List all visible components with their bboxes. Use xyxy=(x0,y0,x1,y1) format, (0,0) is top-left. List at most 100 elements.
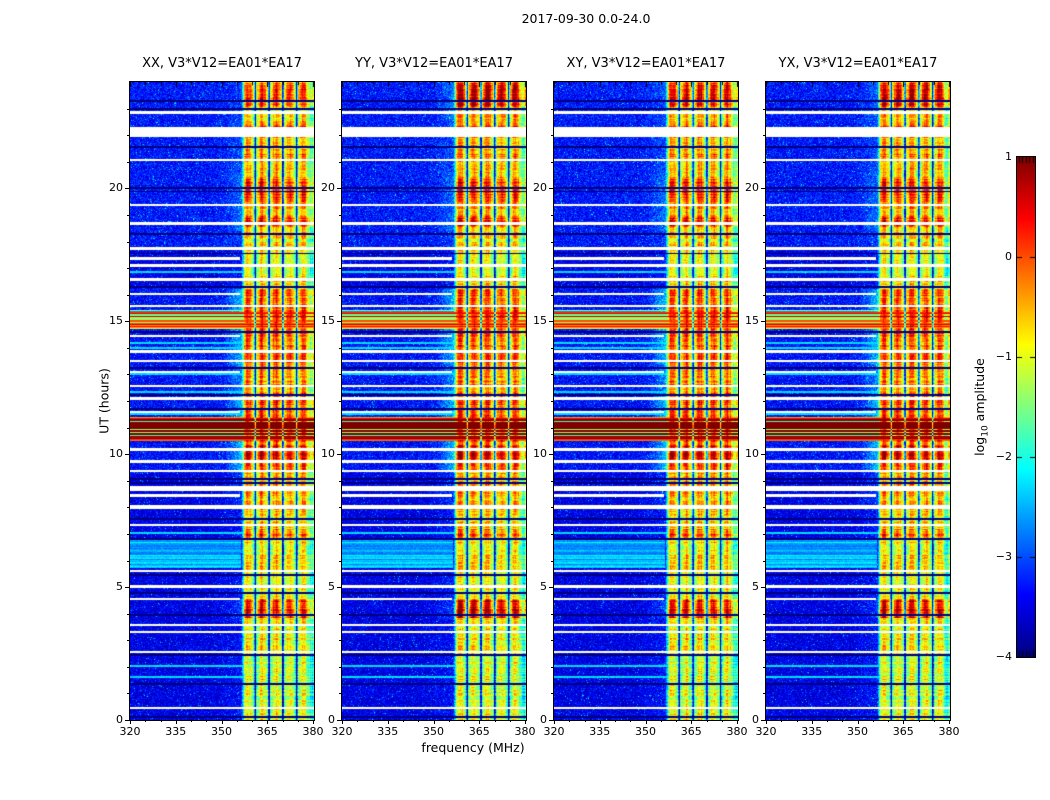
y-tick-label: 20 xyxy=(745,181,759,194)
x-minor-tick-mark xyxy=(509,720,511,722)
y-minor-tick-mark xyxy=(551,242,553,243)
x-minor-tick-mark xyxy=(418,720,420,722)
y-tick-mark xyxy=(337,188,341,189)
x-tick-mark xyxy=(433,720,435,724)
y-minor-tick-mark xyxy=(127,507,129,508)
y-minor-tick-mark xyxy=(127,667,129,668)
spectrogram-panel-xx xyxy=(129,81,315,721)
x-tick-mark xyxy=(903,720,905,724)
x-minor-tick-mark xyxy=(706,720,708,722)
y-tick-label: 10 xyxy=(745,447,759,460)
x-minor-tick-mark xyxy=(372,720,374,722)
y-minor-tick-mark xyxy=(339,135,341,136)
x-minor-tick-mark xyxy=(569,720,571,722)
y-tick-mark xyxy=(337,454,341,455)
x-minor-tick-mark xyxy=(721,720,723,722)
y-minor-tick-mark xyxy=(551,401,553,402)
x-tick-label: 335 xyxy=(377,725,399,738)
x-tick-label: 350 xyxy=(635,725,656,738)
x-minor-tick-mark xyxy=(827,720,828,722)
x-tick-label: 365 xyxy=(892,725,914,738)
panel-title-xy: XY, V3*V12=EA01*EA17 xyxy=(566,56,726,71)
x-tick-label: 335 xyxy=(589,725,611,738)
panel-title-yx: YX, V3*V12=EA01*EA17 xyxy=(778,56,938,71)
y-minor-tick-mark xyxy=(763,215,765,216)
x-tick-label: 365 xyxy=(256,725,278,738)
y-minor-tick-mark xyxy=(763,534,765,535)
y-minor-tick-mark xyxy=(339,534,341,535)
y-tick-mark xyxy=(337,587,341,588)
y-minor-tick-mark xyxy=(551,374,553,375)
spectrogram-canvas-xx xyxy=(130,82,314,720)
x-tick-label: 365 xyxy=(468,725,490,738)
x-minor-tick-mark xyxy=(236,720,238,722)
x-tick-label: 320 xyxy=(543,725,565,738)
y-minor-tick-mark xyxy=(339,428,341,429)
x-minor-tick-mark xyxy=(584,720,586,722)
y-tick-mark xyxy=(125,720,129,721)
x-tick-mark xyxy=(525,720,526,724)
x-tick-label: 320 xyxy=(755,725,777,738)
y-minor-tick-mark xyxy=(127,561,129,562)
x-minor-tick-mark xyxy=(781,720,783,722)
y-minor-tick-mark xyxy=(127,348,129,349)
y-tick-label: 15 xyxy=(533,314,547,327)
x-tick-mark xyxy=(737,720,738,724)
figure-title: 2017-09-30 0.0-24.0 xyxy=(521,11,651,26)
y-minor-tick-mark xyxy=(339,109,341,110)
y-tick-mark xyxy=(549,188,553,189)
x-tick-label: 320 xyxy=(331,725,353,738)
y-minor-tick-mark xyxy=(763,561,765,562)
x-minor-tick-mark xyxy=(191,720,192,722)
y-minor-tick-mark xyxy=(339,215,341,216)
x-tick-label: 335 xyxy=(801,725,823,738)
x-tick-mark xyxy=(949,720,950,724)
y-minor-tick-mark xyxy=(339,507,341,508)
y-minor-tick-mark xyxy=(763,295,765,296)
colorbar-tick-label: −1 xyxy=(995,350,1012,363)
y-minor-tick-mark xyxy=(127,693,129,694)
colorbar-tick-label: 0 xyxy=(1005,250,1012,263)
y-minor-tick-mark xyxy=(127,428,129,429)
x-tick-mark xyxy=(599,720,601,724)
y-minor-tick-mark xyxy=(763,667,765,668)
y-minor-tick-mark xyxy=(763,242,765,243)
y-minor-tick-mark xyxy=(763,428,765,429)
y-minor-tick-mark xyxy=(763,640,765,641)
y-minor-tick-mark xyxy=(127,640,129,641)
x-tick-label: 350 xyxy=(423,725,444,738)
y-minor-tick-mark xyxy=(551,428,553,429)
x-tick-mark xyxy=(387,720,389,724)
x-tick-mark xyxy=(645,720,647,724)
y-minor-tick-mark xyxy=(551,693,553,694)
spectrogram-panel-yy xyxy=(341,81,527,721)
x-minor-tick-mark xyxy=(282,720,284,722)
y-minor-tick-mark xyxy=(763,401,765,402)
x-minor-tick-mark xyxy=(206,720,208,722)
y-tick-mark xyxy=(125,188,129,189)
y-minor-tick-mark xyxy=(551,295,553,296)
y-tick-mark xyxy=(337,321,341,322)
colorbar-tick-label: 1 xyxy=(1005,150,1012,163)
x-minor-tick-mark xyxy=(464,720,465,722)
y-minor-tick-mark xyxy=(339,640,341,641)
y-minor-tick-mark xyxy=(339,242,341,243)
x-tick-label: 320 xyxy=(119,725,141,738)
x-minor-tick-mark xyxy=(660,720,662,722)
spectrogram-canvas-yx xyxy=(766,82,950,720)
y-tick-label: 10 xyxy=(533,447,547,460)
y-tick-label: 20 xyxy=(109,181,123,194)
y-tick-mark xyxy=(761,188,765,189)
y-tick-mark xyxy=(125,454,129,455)
y-minor-tick-mark xyxy=(127,534,129,535)
y-minor-tick-mark xyxy=(763,109,765,110)
x-minor-tick-mark xyxy=(252,720,253,722)
y-tick-mark xyxy=(761,454,765,455)
colorbar xyxy=(1016,156,1036,658)
x-tick-label: 380 xyxy=(726,725,748,738)
y-tick-label: 0 xyxy=(752,713,759,726)
colorbar-tick-label: −2 xyxy=(995,450,1012,463)
y-tick-mark xyxy=(549,720,553,721)
y-minor-tick-mark xyxy=(763,481,765,482)
y-tick-mark xyxy=(549,454,553,455)
